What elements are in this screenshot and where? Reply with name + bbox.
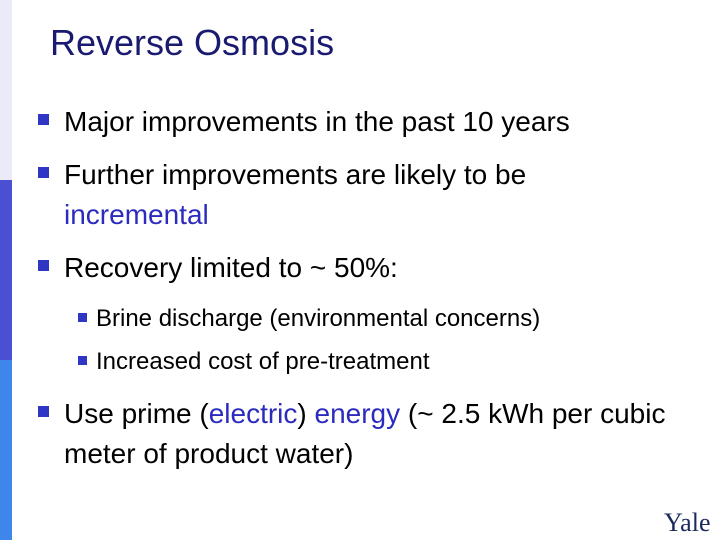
highlight-text: energy: [314, 398, 401, 429]
sub-bullet: Brine discharge (environmental concerns): [96, 305, 541, 332]
bullet: Recovery limited to ~ 50%:: [64, 248, 714, 288]
slide-title: Reverse Osmosis: [50, 22, 335, 63]
bullet: Use prime (electric) energy (~ 2.5 kWh p…: [64, 394, 714, 474]
bullet-text: Recovery limited to ~ 50%:: [64, 252, 398, 283]
bullet-text: Use prime (: [64, 398, 209, 429]
bullet-text: ): [297, 398, 315, 429]
bullet-text: Further improvements are likely to be: [64, 159, 527, 190]
sub-bullet-marker: [78, 356, 87, 365]
bullet-marker: [38, 260, 49, 271]
bullet-text: (~ 2.5 kWh per cubic meter of product wa…: [64, 398, 666, 469]
bullet-marker: [38, 406, 49, 417]
bullet-marker: [38, 167, 49, 178]
bullet-text: Major improvements in the past 10 years: [64, 106, 570, 137]
sub-bullet: Increased cost of pre-treatment: [96, 348, 430, 375]
side-bar: [0, 0, 12, 540]
logo: Yale: [664, 508, 711, 537]
highlight-text: electric: [208, 398, 298, 429]
sub-bullet-marker: [78, 313, 87, 322]
bullet: Major improvements in the past 10 years: [64, 102, 714, 142]
bullet: Further improvements are likely to be in…: [64, 155, 664, 235]
bullet-marker: [38, 114, 49, 125]
highlight-text: incremental: [64, 199, 209, 230]
